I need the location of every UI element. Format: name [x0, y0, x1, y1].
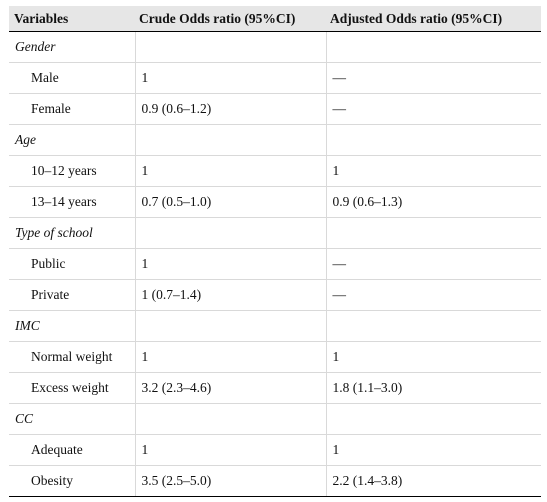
adjusted-odds-cell: — — [326, 248, 541, 280]
row-label: Male — [9, 62, 136, 94]
crude-odds-cell — [135, 217, 327, 249]
table-row: Excess weight 3.2 (2.3–4.6) 1.8 (1.1–3.0) — [9, 372, 541, 404]
row-label: Excess weight — [9, 372, 136, 404]
adjusted-odds-cell: 2.2 (1.4–3.8) — [326, 465, 541, 497]
row-label: IMC — [9, 310, 136, 342]
adjusted-odds-cell — [326, 310, 541, 342]
adjusted-odds-cell — [326, 124, 541, 156]
table-group-row: Gender — [9, 31, 541, 63]
adjusted-odds-cell — [326, 217, 541, 249]
table-row: Female 0.9 (0.6–1.2) — — [9, 93, 541, 125]
crude-odds-cell: 1 — [135, 155, 327, 187]
row-label: Obesity — [9, 465, 136, 497]
adjusted-odds-cell — [326, 403, 541, 435]
row-label: Female — [9, 93, 136, 125]
row-label: Age — [9, 124, 136, 156]
crude-odds-cell: 1 — [135, 62, 327, 94]
table-row: Obesity 3.5 (2.5–5.0) 2.2 (1.4–3.8) — [9, 465, 541, 497]
crude-odds-cell — [135, 403, 327, 435]
adjusted-odds-cell: — — [326, 62, 541, 94]
crude-odds-cell: 1 — [135, 248, 327, 280]
row-label: 10–12 years — [9, 155, 136, 187]
odds-ratio-table: Variables Crude Odds ratio (95%CI) Adjus… — [9, 6, 541, 497]
header-crude-odds-ratio: Crude Odds ratio (95%CI) — [135, 6, 326, 32]
crude-odds-cell — [135, 31, 327, 63]
table-row: Normal weight 1 1 — [9, 341, 541, 373]
table-row: Private 1 (0.7–1.4) — — [9, 279, 541, 311]
adjusted-odds-cell: 1 — [326, 155, 541, 187]
crude-odds-cell: 1 — [135, 341, 327, 373]
crude-odds-cell: 3.2 (2.3–4.6) — [135, 372, 327, 404]
table-row: Public 1— — [9, 248, 541, 280]
crude-odds-cell: 0.7 (0.5–1.0) — [135, 186, 327, 218]
table-group-row: Type of school — [9, 217, 541, 249]
table-row: Adequate 1 1 — [9, 434, 541, 466]
table-row: 13–14 years 0.7 (0.5–1.0) 0.9 (0.6–1.3) — [9, 186, 541, 218]
header-adjusted-odds-ratio: Adjusted Odds ratio (95%CI) — [326, 6, 541, 32]
crude-odds-cell: 1 — [135, 434, 327, 466]
table-group-row: CC — [9, 403, 541, 435]
row-label: Private — [9, 279, 136, 311]
row-label: Normal weight — [9, 341, 136, 373]
adjusted-odds-cell: 1 — [326, 434, 541, 466]
crude-odds-cell — [135, 310, 327, 342]
table-header: Variables Crude Odds ratio (95%CI) Adjus… — [9, 6, 541, 32]
row-label: Type of school — [9, 217, 136, 249]
row-label: CC — [9, 403, 136, 435]
row-label: 13–14 years — [9, 186, 136, 218]
adjusted-odds-cell — [326, 31, 541, 63]
header-variables: Variables — [9, 6, 135, 32]
header-row: Variables Crude Odds ratio (95%CI) Adjus… — [9, 6, 541, 32]
table-group-row: Age — [9, 124, 541, 156]
row-label: Gender — [9, 31, 136, 63]
table-row: 10–12 years 1 1 — [9, 155, 541, 187]
crude-odds-cell: 0.9 (0.6–1.2) — [135, 93, 327, 125]
row-label: Public — [9, 248, 136, 280]
table-group-row: IMC — [9, 310, 541, 342]
table-body: Gender Male 1— Female 0.9 (0.6–1.2) — Age 10–12… — [9, 31, 541, 497]
crude-odds-cell: 1 (0.7–1.4) — [135, 279, 327, 311]
adjusted-odds-cell: 0.9 (0.6–1.3) — [326, 186, 541, 218]
crude-odds-cell: 3.5 (2.5–5.0) — [135, 465, 327, 497]
table-row: Male 1— — [9, 62, 541, 94]
adjusted-odds-cell: — — [326, 279, 541, 311]
row-label: Adequate — [9, 434, 136, 466]
adjusted-odds-cell: 1.8 (1.1–3.0) — [326, 372, 541, 404]
adjusted-odds-cell: 1 — [326, 341, 541, 373]
crude-odds-cell — [135, 124, 327, 156]
adjusted-odds-cell: — — [326, 93, 541, 125]
